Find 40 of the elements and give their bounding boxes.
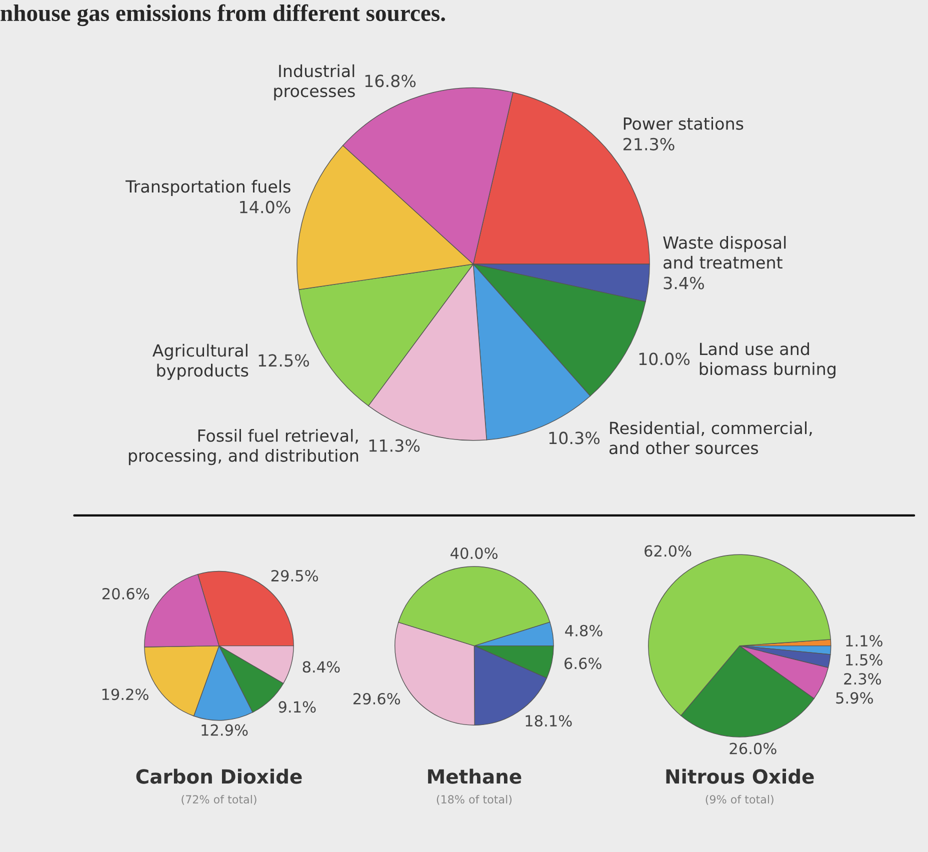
data-label: 40.0% bbox=[450, 547, 498, 560]
chart-title: nhouse gas emissions from different sources. bbox=[0, 4, 445, 26]
slice-label: Agricultural byproducts bbox=[152, 344, 248, 380]
text: (9% of total) bbox=[706, 794, 774, 805]
data-label: 62.0% bbox=[644, 545, 692, 557]
data-label: 4.8% bbox=[565, 624, 602, 636]
slice-label: Transportation fuels bbox=[126, 180, 290, 196]
data-label: 1.1% bbox=[846, 635, 882, 647]
text: (72% of total) bbox=[182, 794, 256, 805]
data-label: 18.1% bbox=[526, 715, 572, 727]
data-label: 20.6% bbox=[102, 588, 150, 600]
data-label: 16.8% bbox=[365, 74, 416, 88]
text: Methane bbox=[428, 768, 522, 784]
data-label: 26.0% bbox=[730, 742, 776, 754]
slice-label: Power stations bbox=[624, 116, 744, 130]
data-label: 21.3% bbox=[624, 138, 674, 150]
data-label: 2.3% bbox=[844, 673, 882, 685]
slice-label: Residential, commercial, and other sources bbox=[609, 421, 812, 454]
data-label: 10.3% bbox=[549, 432, 600, 444]
slice-label: Land use and biomass burning bbox=[700, 342, 836, 378]
data-label: 10.0% bbox=[639, 352, 690, 366]
data-label: 8.4% bbox=[302, 661, 340, 673]
data-label: 6.6% bbox=[564, 658, 602, 670]
data-label: 29.5% bbox=[271, 570, 318, 582]
data-label: 12.9% bbox=[202, 724, 248, 736]
data-label: 1.5% bbox=[846, 654, 882, 666]
slice-label: Industrial processes bbox=[274, 64, 355, 100]
data-label: 14.0% bbox=[240, 200, 290, 214]
slice-label: Fossil fuel retrieval, processing, and distribution bbox=[128, 429, 358, 466]
data-label: 11.3% bbox=[369, 439, 420, 452]
text: (18% of total) bbox=[436, 794, 512, 805]
data-label: 5.9% bbox=[836, 692, 873, 704]
data-label: 19.2% bbox=[102, 688, 148, 700]
data-label: 9.1% bbox=[278, 701, 316, 713]
data-label: 3.4% bbox=[664, 276, 704, 290]
text: Carbon Dioxide bbox=[136, 768, 302, 784]
data-label: 12.5% bbox=[258, 354, 310, 367]
data-label: 29.6% bbox=[353, 692, 400, 705]
slice-label: Waste disposal and treatment bbox=[663, 236, 786, 269]
text: Nitrous Oxide bbox=[666, 768, 814, 784]
